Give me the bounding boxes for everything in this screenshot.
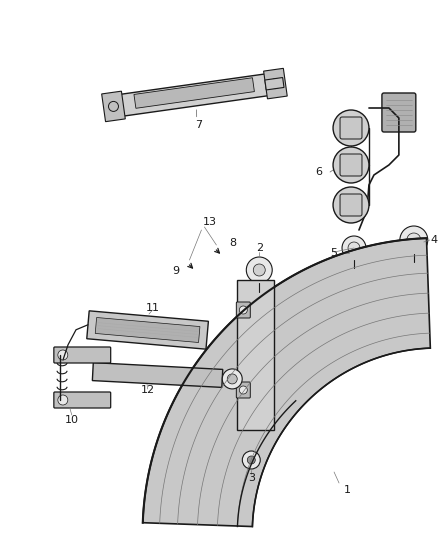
FancyBboxPatch shape <box>340 117 362 139</box>
Text: 8: 8 <box>229 238 236 248</box>
FancyBboxPatch shape <box>54 392 111 408</box>
Circle shape <box>222 369 242 389</box>
Text: 11: 11 <box>145 303 159 313</box>
Circle shape <box>58 395 68 405</box>
Polygon shape <box>143 238 430 527</box>
Circle shape <box>246 257 272 283</box>
FancyBboxPatch shape <box>405 261 423 271</box>
Circle shape <box>58 350 68 360</box>
FancyBboxPatch shape <box>237 382 250 398</box>
Polygon shape <box>92 362 223 387</box>
Circle shape <box>407 233 421 247</box>
Polygon shape <box>117 74 272 117</box>
Circle shape <box>333 187 369 223</box>
Circle shape <box>253 264 265 276</box>
FancyBboxPatch shape <box>54 347 111 363</box>
FancyBboxPatch shape <box>237 302 250 318</box>
Circle shape <box>239 386 247 394</box>
Text: 6: 6 <box>316 167 323 177</box>
FancyBboxPatch shape <box>340 154 362 176</box>
Polygon shape <box>87 311 208 349</box>
Text: 10: 10 <box>65 415 79 425</box>
Text: 4: 4 <box>430 235 437 245</box>
Circle shape <box>227 374 237 384</box>
Text: 2: 2 <box>256 243 263 253</box>
Polygon shape <box>134 78 254 108</box>
Text: 5: 5 <box>331 248 338 258</box>
Circle shape <box>239 306 247 314</box>
Polygon shape <box>264 68 287 99</box>
Text: 13: 13 <box>202 217 216 227</box>
Circle shape <box>348 242 360 254</box>
Polygon shape <box>237 280 274 430</box>
Circle shape <box>400 226 428 254</box>
Text: 1: 1 <box>343 485 350 495</box>
Circle shape <box>242 451 260 469</box>
Circle shape <box>247 456 255 464</box>
FancyBboxPatch shape <box>346 267 362 276</box>
FancyBboxPatch shape <box>340 194 362 216</box>
Circle shape <box>333 110 369 146</box>
Circle shape <box>333 147 369 183</box>
Text: 3: 3 <box>248 473 255 483</box>
Polygon shape <box>95 318 200 343</box>
Text: 12: 12 <box>141 385 155 395</box>
FancyBboxPatch shape <box>382 93 416 132</box>
FancyBboxPatch shape <box>251 291 267 301</box>
Polygon shape <box>265 77 284 90</box>
Polygon shape <box>102 91 125 122</box>
Circle shape <box>342 236 366 260</box>
Text: 9: 9 <box>172 266 179 276</box>
Text: 7: 7 <box>195 120 202 130</box>
